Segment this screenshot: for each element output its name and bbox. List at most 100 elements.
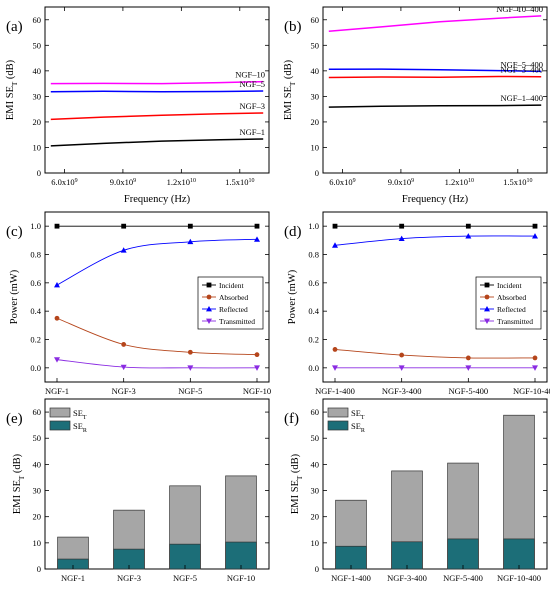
series-label: NGF–10 [235, 70, 265, 80]
panel-label: (b) [284, 19, 302, 35]
plot-frame [44, 6, 270, 174]
legend-marker [206, 294, 212, 300]
data-point [54, 281, 60, 288]
panel-b: 0 10 20 30 40 50 60 6.0x109 9.0x109 1.2x1010 1.5x1… [283, 4, 548, 205]
y-tick-label: 0.6 [30, 278, 41, 288]
x-tick-label: NGF-3 [117, 573, 141, 583]
y-tick-label: 40 [33, 66, 42, 76]
series-line [50, 138, 264, 147]
legend-label: Reflected [497, 305, 526, 314]
data-point [399, 352, 405, 358]
x-tick-label: NGF-10-400 [513, 386, 550, 396]
x-axis-label: Frequency (Hz) [402, 194, 469, 205]
y-tick-label: 0.4 [308, 306, 319, 316]
y-tick-label: 1.0 [30, 221, 41, 231]
data-point [465, 355, 471, 361]
y-tick-label: 60 [311, 15, 320, 25]
panel-e: 0 10 20 30 40 50 60 NGF-1 NGF-3 NGF-5 NGF-10 EMI SE… [6, 398, 270, 583]
x-tick-label: 9.0x109 [110, 177, 136, 187]
legend-swatch [327, 407, 349, 418]
data-point [465, 233, 472, 239]
data-point [532, 233, 538, 239]
y-tick-label: 30 [311, 91, 320, 101]
panel-d: 0.0 0.2 0.4 0.6 0.8 1.0 NGF-1-400 NGF-3-400 NGF-… [284, 211, 550, 396]
data-point [254, 223, 260, 229]
data-point [332, 242, 338, 248]
y-tick-label: 0 [315, 168, 319, 178]
data-point [120, 364, 127, 371]
bar-se-r [225, 541, 257, 570]
y-tick-label: 0 [37, 168, 41, 178]
y-tick-label: 40 [311, 66, 320, 76]
data-point [54, 223, 60, 229]
bar-se-r [503, 538, 535, 570]
series-line [328, 75, 542, 79]
y-tick-label: 60 [311, 407, 320, 417]
panel-f: 0 10 20 30 40 50 60 NGF-1-400 NGF-3-400 NGF-5-400… [284, 398, 548, 583]
legend-label: Incident [219, 281, 244, 290]
x-tick-label: NGF-3 [112, 386, 136, 396]
x-tick-label: 6.0x109 [329, 177, 355, 187]
legend: Incident Absorbed Reflected Transmitted [197, 276, 264, 330]
series-label: NGF–5 [239, 79, 265, 89]
y-tick-label: 30 [311, 486, 320, 496]
legend-label: SER [351, 421, 365, 434]
series-line [334, 235, 536, 246]
panel-c: 0.0 0.2 0.4 0.6 0.8 1.0 NGF-1 NGF-3 NGF-5 NGF-10 P… [6, 211, 271, 396]
legend-swatch [49, 407, 71, 418]
y-tick-label: 30 [33, 486, 42, 496]
data-point [532, 223, 538, 229]
y-tick-label: 60 [33, 15, 42, 25]
series-line [50, 90, 264, 93]
data-point [120, 247, 127, 253]
y-tick-label: 50 [33, 40, 42, 50]
x-tick-label: 1.2x1010 [167, 177, 196, 187]
x-tick-label: NGF-1-400 [315, 386, 355, 396]
legend-marker [206, 282, 212, 288]
y-tick-label: 0.6 [308, 278, 319, 288]
data-point [187, 223, 193, 229]
y-tick-label: 50 [311, 40, 320, 50]
data-point [54, 315, 60, 321]
y-tick-label: 50 [33, 433, 42, 443]
series-line [328, 104, 542, 108]
series-label: NGF–1 [239, 127, 265, 137]
y-tick-label: 0.0 [30, 363, 41, 373]
x-tick-label: NGF-5 [178, 386, 202, 396]
series-line [50, 112, 264, 121]
y-tick-label: 10 [311, 142, 320, 152]
plot-frame [322, 398, 548, 570]
y-tick-label: 20 [311, 117, 320, 127]
data-point [465, 365, 472, 371]
y-tick-label: 10 [33, 538, 42, 548]
data-point [254, 236, 260, 242]
data-point [532, 355, 538, 361]
y-axis-label: EMI SET (dB) [5, 59, 19, 120]
series-label: NGF–10–400 [496, 4, 543, 14]
series-line [56, 238, 258, 286]
x-tick-label: NGF-5 [173, 573, 197, 583]
legend-label: SER [73, 421, 87, 434]
panel-label: (e) [6, 411, 23, 427]
legend-label: SET [351, 408, 365, 421]
y-tick-label: 1.0 [308, 221, 319, 231]
legend-marker [484, 282, 490, 288]
data-point [398, 235, 405, 242]
y-tick-label: 0.8 [308, 250, 319, 260]
x-tick-label: NGF-1 [61, 573, 85, 583]
y-tick-label: 20 [311, 512, 320, 522]
data-point [532, 365, 538, 371]
series-label: NGF–5–400 [500, 59, 543, 69]
series-label: NGF–1–400 [500, 93, 543, 103]
plot-frame [322, 211, 548, 383]
y-axis-label: EMI SET (dB) [283, 59, 297, 120]
panel-label: (a) [6, 19, 23, 35]
legend-swatch [327, 420, 349, 431]
y-tick-label: 0.2 [308, 335, 319, 345]
panel-label: (c) [6, 224, 23, 240]
data-point [332, 365, 338, 371]
bar-se-r [391, 541, 423, 570]
